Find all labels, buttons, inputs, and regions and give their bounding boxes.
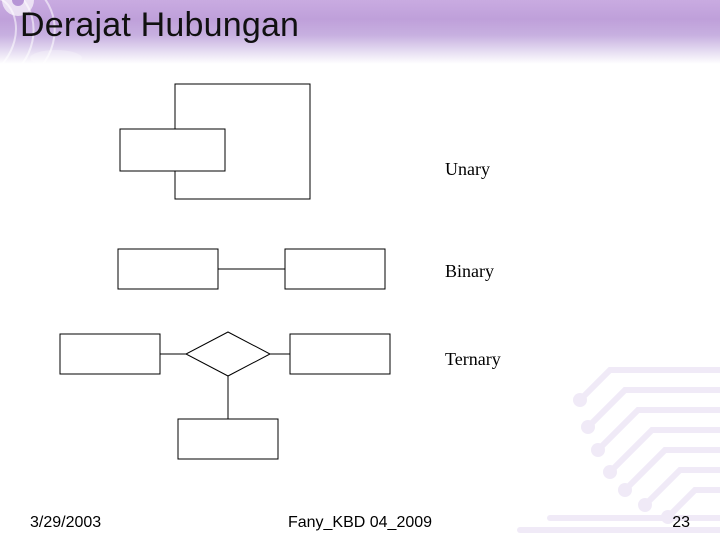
ternary-relationship-diamond: [186, 332, 270, 376]
slide-title: Derajat Hubungan: [20, 6, 299, 45]
diagram-area: Unary Binary Ternary: [0, 64, 720, 494]
diagram-svg: [0, 64, 720, 494]
ternary-entity-right: [290, 334, 390, 374]
footer-page: 23: [672, 514, 690, 532]
footer-center: Fany_KBD 04_2009: [0, 514, 720, 532]
label-binary: Binary: [445, 261, 494, 282]
label-unary: Unary: [445, 159, 490, 180]
ternary-entity-bottom: [178, 419, 278, 459]
binary-entity-right: [285, 249, 385, 289]
binary-entity-left: [118, 249, 218, 289]
ternary-entity-left: [60, 334, 160, 374]
label-ternary: Ternary: [445, 349, 501, 370]
unary-entity-front: [120, 129, 225, 171]
